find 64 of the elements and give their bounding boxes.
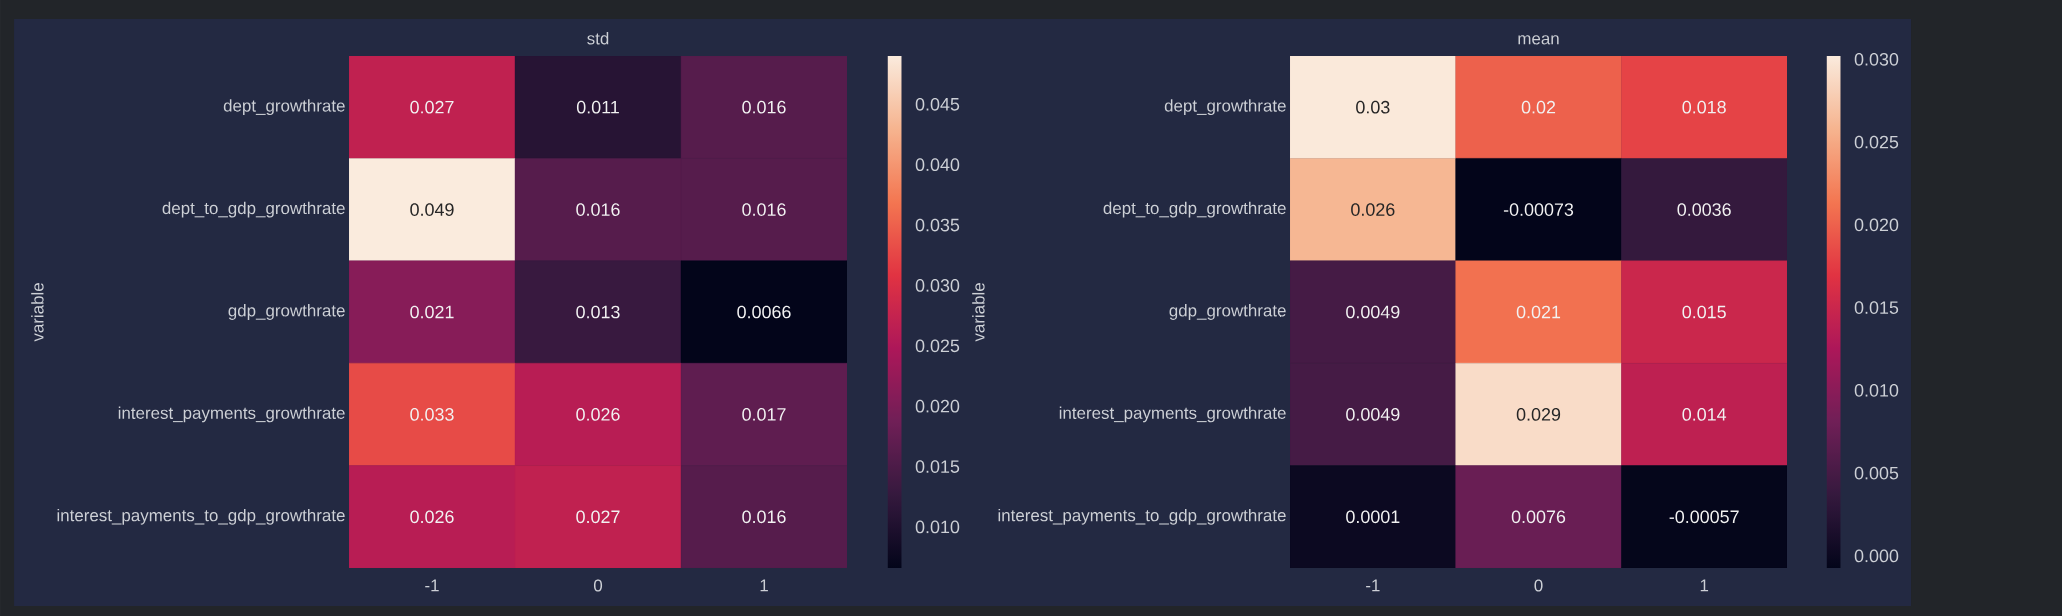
color-bar-label: 0.010 [1854,384,1899,397]
data-label: 0.015 [1682,305,1726,319]
color-bar-label: 0.015 [915,460,960,473]
chart-title: std [587,32,609,45]
data-label: 0.013 [576,305,620,319]
y-tick-label: interest_payments_growthrate [118,406,345,423]
y-tick-label: dept_growthrate [223,99,345,116]
data-label: 0.049 [410,203,454,216]
data-label: 0.026 [410,510,454,524]
data-label: 0.027 [576,510,620,524]
color-bar-label: 0.030 [915,279,960,292]
data-label: 0.011 [576,100,619,114]
data-label: 0.0049 [1346,408,1400,421]
color-bar-label: 0.045 [915,97,960,111]
data-label: -0.00057 [1669,510,1739,524]
y-tick-label: dept_growthrate [1164,99,1286,116]
x-tick-label: -1 [425,579,439,592]
data-label: 0.018 [1682,100,1726,114]
data-label: 0.014 [1682,408,1727,421]
color-bar-label: 0.015 [1854,301,1899,314]
data-label: 0.026 [1351,203,1395,216]
data-label: 0.033 [410,408,454,421]
data-label: 0.021 [1516,305,1561,319]
y-tick-label: interest_payments_to_gdp_growthrate [998,508,1286,525]
x-tick-label: 0 [1534,579,1543,592]
y-tick-label: interest_payments_to_gdp_growthrate [57,508,345,525]
data-label: 0.0076 [1511,510,1566,524]
color-bar-label: 0.040 [915,158,960,172]
data-label: 0.016 [576,203,620,216]
y-axis-title: variable [31,283,44,342]
y-tick-label: gdp_growthrate [228,304,345,320]
color-bar-label: 0.025 [915,339,960,353]
data-label: 0.021 [410,305,454,319]
x-tick-label: 1 [1700,579,1709,592]
data-label: 0.016 [742,510,786,524]
color-bar-label: 0.035 [915,218,960,232]
color-bar-label: 0.000 [1854,549,1899,563]
data-label: 0.0049 [1346,305,1400,319]
color-bar-label: 0.005 [1854,466,1899,480]
data-label: -0.00073 [1503,203,1574,216]
data-label: 0.0001 [1346,510,1400,524]
data-label: 0.026 [576,408,620,421]
data-label: 0.029 [1516,408,1561,421]
x-tick-label: -1 [1366,579,1380,592]
y-axis-title: variable [972,283,985,342]
data-label: 0.016 [742,100,786,114]
data-label: 0.0036 [1677,203,1731,216]
color-bar-label: 0.020 [1854,218,1899,232]
y-tick-label: gdp_growthrate [1169,304,1286,320]
data-label: 0.03 [1356,100,1390,114]
y-tick-label: interest_payments_growthrate [1059,406,1286,423]
data-label: 0.027 [410,100,454,114]
x-tick-label: 1 [760,579,768,592]
color-bar-label: 0.030 [1854,52,1899,66]
color-bar-label: 0.025 [1854,135,1899,149]
color-bar-label: 0.010 [915,520,960,534]
data-label: 0.017 [742,408,786,421]
data-label: 0.016 [742,203,786,216]
data-label: 0.02 [1521,100,1556,114]
y-tick-label: dept_to_gdp_growthrate [1103,201,1286,218]
x-tick-label: 0 [593,579,603,592]
chart-title: mean [1518,35,1559,45]
color-bar-label: 0.020 [915,399,960,413]
y-tick-label: dept_to_gdp_growthrate [162,201,345,218]
